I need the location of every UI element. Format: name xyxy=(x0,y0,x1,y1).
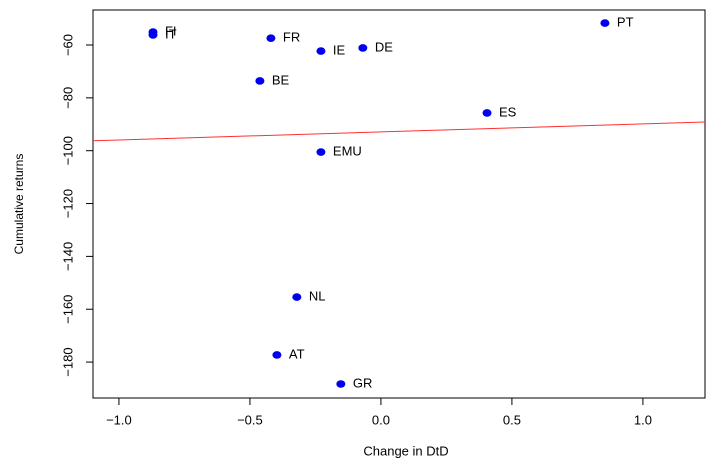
x-tick-label: 0.5 xyxy=(503,412,521,427)
x-tick-label: 0.0 xyxy=(372,412,390,427)
y-axis-label: Cumulative returns xyxy=(12,154,26,255)
point xyxy=(316,47,326,55)
fit-line xyxy=(92,121,706,142)
y-tick-label: −140 xyxy=(60,242,75,271)
point xyxy=(292,293,302,301)
point xyxy=(358,44,368,52)
x-tick-label: −1.0 xyxy=(106,412,132,427)
point xyxy=(266,34,276,42)
point xyxy=(482,109,492,117)
point-label: DE xyxy=(375,39,393,54)
point xyxy=(272,351,282,359)
x-tick-label: −0.5 xyxy=(237,412,263,427)
y-tick-label: −80 xyxy=(60,87,75,109)
point xyxy=(600,19,610,27)
x-tick-label: 1.0 xyxy=(634,412,652,427)
point-label: FR xyxy=(283,30,300,45)
point xyxy=(336,380,346,388)
point-label: EMU xyxy=(333,143,362,158)
y-tick-label: −180 xyxy=(60,347,75,376)
plot-box xyxy=(92,9,706,399)
point-label: FI xyxy=(165,23,177,38)
y-tick-label: −120 xyxy=(60,189,75,218)
point-label: NL xyxy=(309,289,326,304)
point xyxy=(255,77,265,85)
y-tick-label: −100 xyxy=(60,136,75,165)
y-tick-label: −60 xyxy=(60,34,75,56)
point-label: AT xyxy=(289,346,305,361)
point-label: GR xyxy=(353,375,373,390)
y-tick-label: −160 xyxy=(60,295,75,324)
point-label: IT xyxy=(165,26,177,41)
point xyxy=(316,148,326,156)
point-label: PT xyxy=(617,15,634,30)
point xyxy=(148,31,158,39)
point-label: BE xyxy=(272,72,290,87)
point-label: ES xyxy=(499,104,517,119)
point-label: IE xyxy=(333,43,346,58)
x-axis-label: Change in DtD xyxy=(363,443,448,458)
